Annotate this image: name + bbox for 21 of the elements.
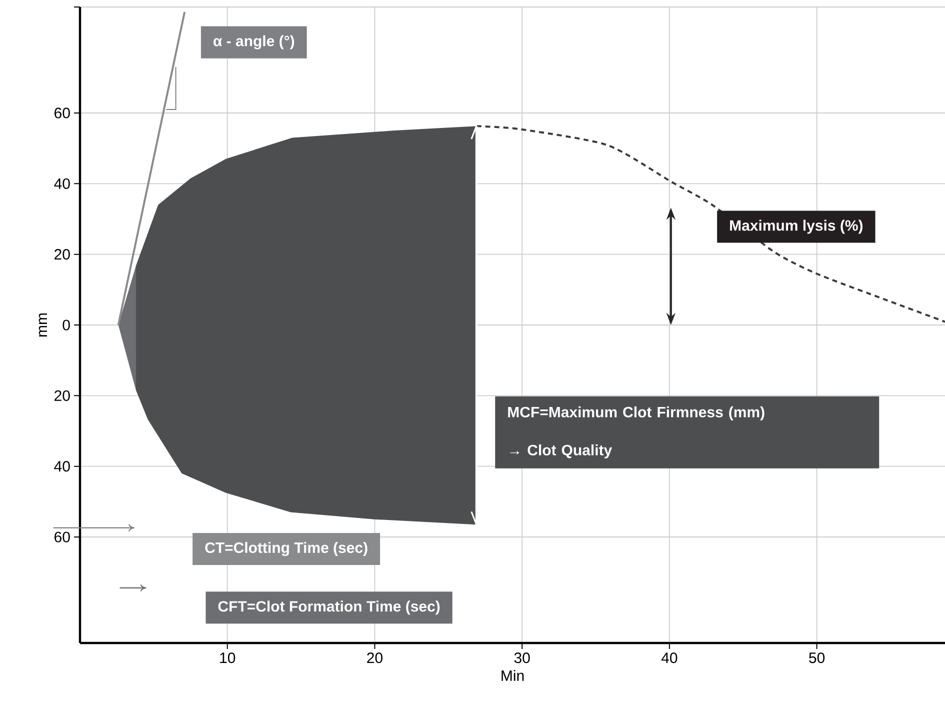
annotation: CT=Clotting Time (sec): [205, 542, 368, 556]
x-tick-label: 20: [367, 652, 382, 664]
y-tick-label: 0: [62, 320, 70, 330]
annotation: CFT=Clot Formation Time (sec): [218, 600, 440, 615]
y-axis-title: mm: [38, 313, 47, 336]
x-axis-title: Min: [502, 670, 524, 681]
y-tick-label: 40: [54, 178, 70, 189]
annotation: Maximum lysis (%): [730, 220, 863, 234]
annotation: → Clot Quality: [510, 444, 612, 458]
annotation: MCF=Maximum Clot Firmness (mm): [508, 406, 764, 420]
x-tick-label: 30: [514, 652, 530, 664]
x-tick-label: 40: [661, 652, 678, 664]
y-tick-label: 20: [54, 390, 70, 401]
y-tick-label: 20: [54, 249, 70, 260]
x-tick-label: 50: [809, 652, 825, 664]
line-series: [475, 125, 945, 323]
y-tick-label: 60: [54, 108, 70, 118]
annotation: α - angle (°): [214, 35, 294, 50]
x-tick-label: 10: [220, 652, 236, 664]
y-tick-label: 60: [54, 532, 70, 542]
y-tick-label: 40: [54, 461, 70, 472]
